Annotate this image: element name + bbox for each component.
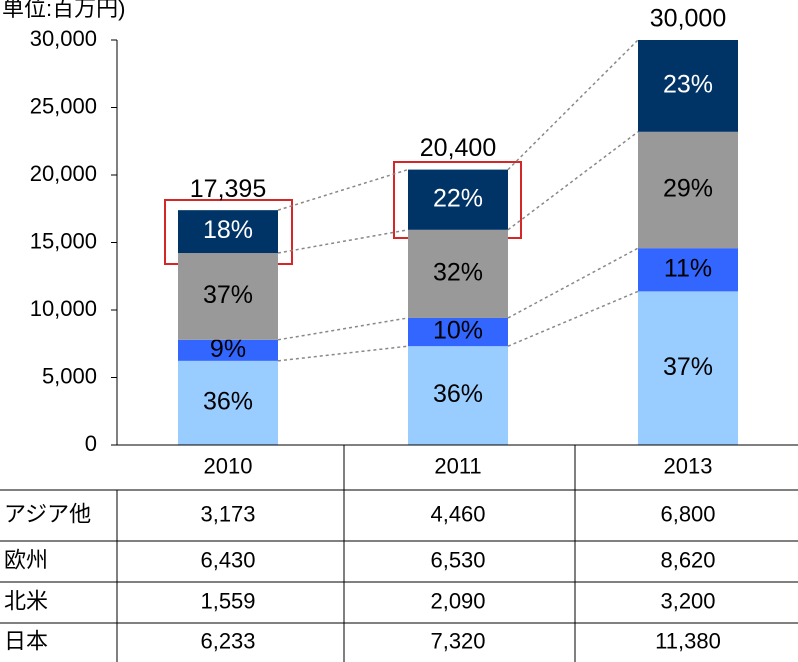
share-label: 32% [433,258,483,286]
y-tick-label: 25,000 [30,93,97,118]
table-cell: 3,173 [200,501,255,526]
bar-segment [408,346,508,445]
table-cell: 7,320 [430,628,485,653]
y-tick-label: 20,000 [30,161,97,186]
total-label: 20,400 [420,134,496,162]
x-tick-label: 2010 [204,453,253,478]
bar-segment [638,248,738,292]
connector [277,168,409,211]
y-tick-label: 10,000 [30,296,97,321]
table-cell: 1,559 [200,588,255,613]
bar-segment [178,360,278,445]
bar-segment [408,229,508,318]
share-label: 18% [203,216,253,244]
share-label: 29% [663,175,713,203]
bar-segment [638,131,738,249]
legend-label: 日本 [4,628,48,653]
total-label: 17,395 [190,175,266,203]
connector [277,345,409,362]
y-tick-label: 0 [85,431,97,456]
share-label: 23% [663,71,713,99]
share-label: 36% [203,388,253,416]
legend-label: 北米 [4,588,48,613]
table-cell: 8,620 [660,547,715,572]
table-cell: 6,430 [200,547,255,572]
connector [507,290,639,347]
table-cell: 4,460 [430,501,485,526]
table-cell: 6,530 [430,547,485,572]
share-label: 37% [203,281,253,309]
connector [277,229,409,254]
connector [507,247,639,319]
total-label: 30,000 [650,5,726,33]
bar-segment [408,317,508,347]
table-cell: 6,233 [200,628,255,653]
connector [277,317,409,341]
share-label: 37% [663,353,713,381]
share-label: 11% [664,254,712,282]
bar-segment [178,339,278,361]
table-cell: 2,090 [430,588,485,613]
bar-segment [638,291,738,445]
bar-segment [178,210,278,254]
legend-label: 欧州 [4,547,48,572]
share-label: 10% [433,317,483,345]
x-tick-label: 2013 [664,453,713,478]
y-tick-label: 5,000 [42,363,97,388]
x-tick-label: 2011 [434,453,481,478]
table-cell: 11,380 [655,628,721,653]
bar-segment [408,169,508,230]
legend-label: アジア他 [4,501,91,526]
bar-segment [178,253,278,340]
unit-label: 単位:百万円) [2,0,125,21]
table-cell: 3,200 [660,588,715,613]
y-tick-label: 15,000 [30,228,97,253]
bar-segment [638,40,738,132]
share-label: 22% [433,184,483,212]
connector [507,131,639,231]
share-label: 36% [433,380,483,408]
connector [507,39,639,171]
table-cell: 6,800 [660,501,715,526]
y-tick-label: 30,000 [30,26,97,51]
